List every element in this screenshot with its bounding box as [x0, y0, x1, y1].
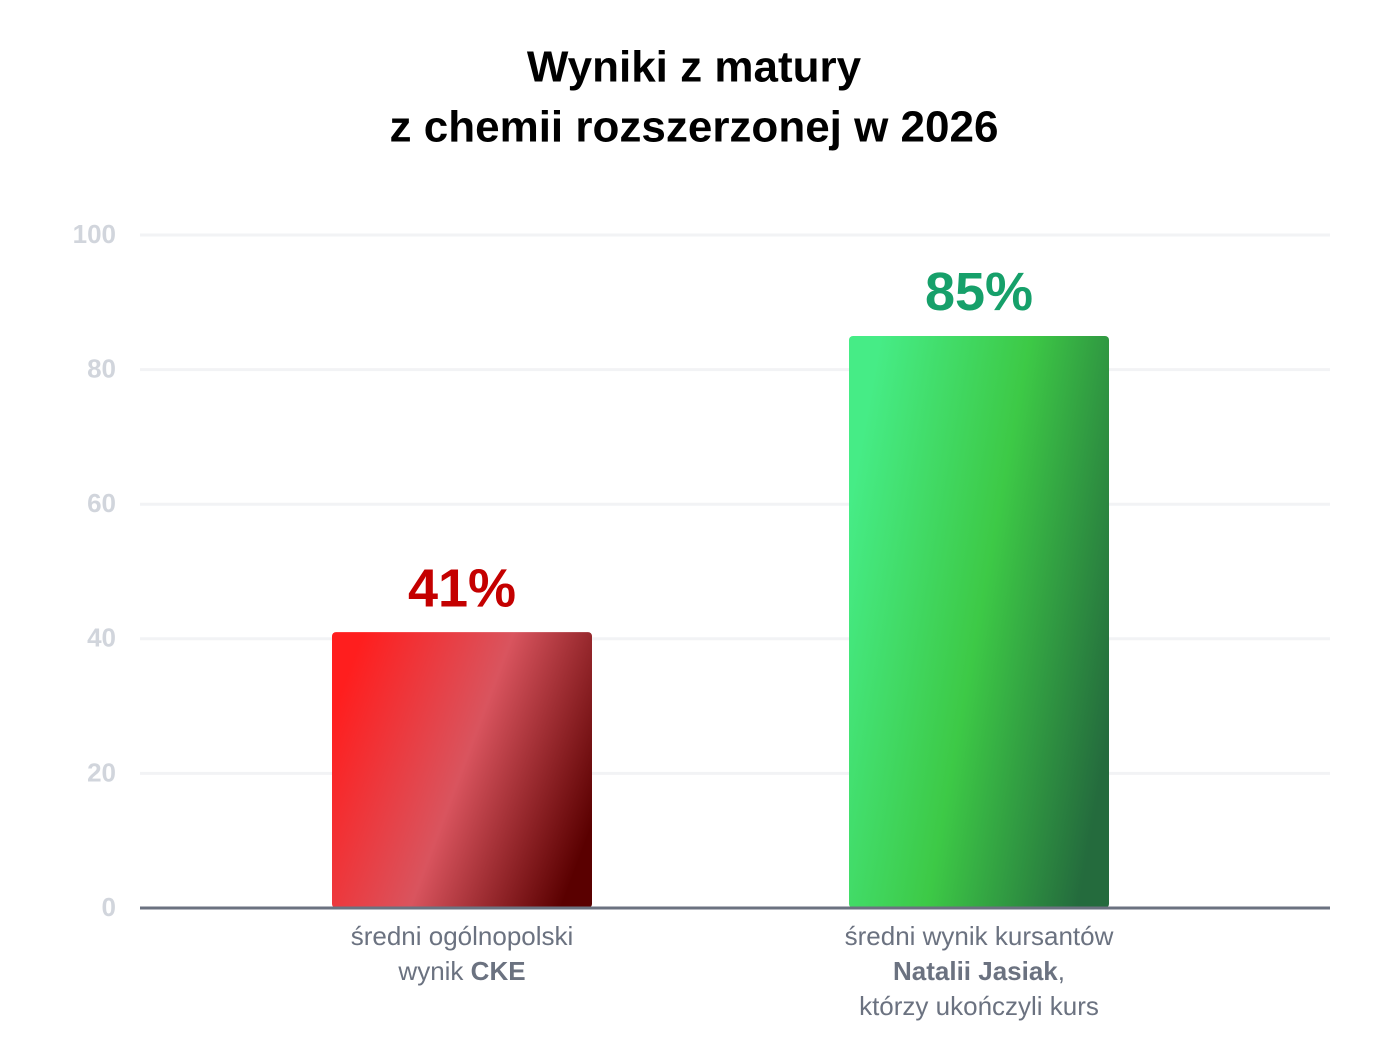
label-bold: Natalii Jasiak: [893, 956, 1058, 986]
x-tick-label: średni ogólnopolski: [351, 921, 574, 951]
y-tick-label: 20: [87, 757, 116, 787]
y-tick-label: 0: [102, 892, 116, 922]
chart-title: Wyniki z matury: [527, 43, 862, 92]
y-tick-label: 80: [87, 353, 116, 383]
x-tick-label: Natalii Jasiak,: [893, 956, 1065, 986]
chart-title: z chemii rozszerzonej w 2026: [390, 103, 999, 152]
value-label: 41%: [408, 558, 516, 618]
label-part: wynik: [397, 956, 470, 986]
label-bold: CKE: [471, 956, 526, 986]
x-tick-label: średni wynik kursantów: [845, 921, 1114, 951]
y-tick-label: 100: [73, 219, 116, 249]
label-part: którzy ukończyli kurs: [859, 991, 1099, 1021]
x-tick-label: wynik CKE: [397, 956, 525, 986]
x-tick-label: którzy ukończyli kurs: [859, 991, 1099, 1021]
value-label: 85%: [925, 262, 1033, 322]
label-part: średni ogólnopolski: [351, 921, 574, 951]
label-part: średni wynik kursantów: [845, 921, 1114, 951]
y-tick-label: 40: [87, 623, 116, 653]
bar: [332, 632, 592, 908]
y-tick-label: 60: [87, 488, 116, 518]
label-part: ,: [1058, 956, 1065, 986]
bar: [849, 335, 1109, 908]
